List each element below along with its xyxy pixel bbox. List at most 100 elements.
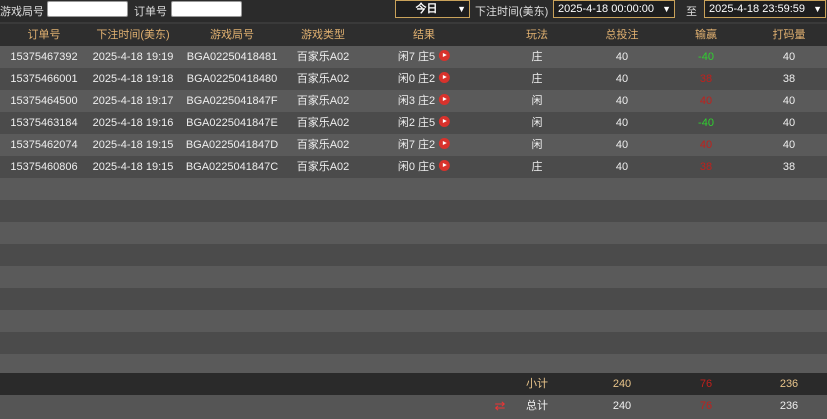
total-row: ⇄ 总计 240 76 236 — [0, 395, 827, 419]
cell-round: BGA0225041847F — [186, 90, 277, 112]
cell-game: 百家乐A02 — [297, 112, 350, 134]
total-win: 76 — [699, 400, 713, 412]
total-valid: 236 — [779, 400, 799, 412]
result-text: 闲3 庄2 — [397, 95, 436, 107]
bet-text: 40 — [615, 73, 629, 85]
subtotal-valid: 236 — [779, 378, 799, 390]
order-text: 15375464500 — [10, 95, 78, 107]
empty-row — [0, 288, 827, 310]
cell-round: BGA02250418480 — [187, 68, 278, 90]
cell-win: 38 — [700, 68, 712, 90]
valid-text: 38 — [782, 73, 796, 85]
table-row: 15375462074 2025-4-18 19:15 BGA0225041847D… — [0, 134, 827, 156]
round-input[interactable] — [47, 1, 128, 17]
chevron-down-icon: ▼ — [813, 4, 822, 14]
chevron-down-icon: ▼ — [457, 4, 466, 14]
cell-valid: 38 — [783, 156, 795, 178]
cell-result: 闲2 庄5 — [398, 112, 451, 134]
period-select[interactable]: 今日 ▼ — [395, 0, 470, 18]
start-time-select[interactable]: 2025-4-18 00:00:00 ▼ — [553, 0, 675, 18]
cell-game: 百家乐A02 — [297, 90, 350, 112]
column-header-round: 游戏局号 — [210, 29, 254, 41]
play-text: 闲 — [531, 95, 543, 107]
cell-valid: 40 — [783, 46, 795, 68]
cell-order: 15375464500 — [10, 90, 77, 112]
table-row: 15375467392 2025-4-18 19:19 BGA02250418481… — [0, 46, 827, 68]
round-text: BGA0225041847D — [185, 139, 279, 151]
column-header-win: 输赢 — [695, 29, 717, 41]
refresh-icon[interactable]: ⇄ — [494, 398, 506, 413]
table-row: 15375466001 2025-4-18 19:18 BGA02250418480… — [0, 68, 827, 90]
win-text: -40 — [698, 117, 714, 129]
cell-play: 庄 — [532, 46, 543, 68]
round-text: BGA0225041847C — [185, 161, 279, 173]
end-time-select[interactable]: 2025-4-18 23:59:59 ▼ — [704, 0, 826, 18]
column-header-game: 游戏类型 — [301, 29, 345, 41]
subtotal-row: 小计 240 76 236 — [0, 373, 827, 395]
empty-row — [0, 178, 827, 200]
play-replay-icon[interactable] — [439, 50, 451, 61]
play-replay-icon[interactable] — [439, 72, 451, 83]
bet-text: 40 — [615, 117, 629, 129]
cell-bet: 40 — [616, 90, 628, 112]
to-label: 至 — [686, 6, 697, 18]
win-text: 38 — [699, 73, 713, 85]
win-text: 38 — [699, 161, 713, 173]
table-row: 15375460806 2025-4-18 19:15 BGA0225041847C… — [0, 156, 827, 178]
valid-text: 40 — [782, 139, 796, 151]
cell-round: BGA0225041847C — [186, 156, 278, 178]
valid-text: 40 — [782, 117, 796, 129]
column-header-result: 结果 — [413, 29, 435, 41]
valid-text: 38 — [782, 161, 796, 173]
column-header-order: 订单号 — [27, 29, 61, 41]
cell-round: BGA02250418481 — [187, 46, 278, 68]
cell-bet: 40 — [616, 46, 628, 68]
order-text: 15375466001 — [10, 73, 78, 85]
result-text: 闲0 庄6 — [397, 161, 436, 173]
time-text: 2025-4-18 19:19 — [92, 51, 174, 63]
cell-play: 庄 — [532, 68, 543, 90]
play-text: 庄 — [531, 73, 543, 85]
bet-text: 40 — [615, 95, 629, 107]
play-replay-icon[interactable] — [439, 160, 451, 171]
cell-time: 2025-4-18 19:19 — [93, 46, 174, 68]
bet-text: 40 — [615, 51, 629, 63]
game-text: 百家乐A02 — [296, 73, 350, 85]
cell-win: 40 — [700, 90, 712, 112]
valid-text: 40 — [782, 95, 796, 107]
play-text: 庄 — [531, 51, 543, 63]
play-text: 闲 — [531, 117, 543, 129]
order-text: 15375463184 — [10, 117, 78, 129]
game-text: 百家乐A02 — [296, 51, 350, 63]
cell-bet: 40 — [616, 134, 628, 156]
empty-row — [0, 332, 827, 354]
play-replay-icon[interactable] — [439, 94, 451, 105]
column-header-play: 玩法 — [526, 29, 548, 41]
cell-play: 闲 — [532, 112, 543, 134]
time-text: 2025-4-18 19:17 — [92, 95, 174, 107]
play-replay-icon[interactable] — [439, 138, 451, 149]
cell-game: 百家乐A02 — [297, 46, 350, 68]
order-input[interactable] — [171, 1, 242, 17]
cell-game: 百家乐A02 — [297, 156, 350, 178]
cell-time: 2025-4-18 19:16 — [93, 112, 174, 134]
subtotal-win: 76 — [699, 378, 713, 390]
cell-play: 闲 — [532, 134, 543, 156]
table-header: 订单号 下注时间(美东) 游戏局号 游戏类型 结果 玩法 总投注 输赢 打码量 — [0, 24, 827, 46]
order-text: 15375460806 — [10, 161, 78, 173]
cell-order: 15375463184 — [10, 112, 77, 134]
cell-bet: 40 — [616, 156, 628, 178]
table-row: 15375463184 2025-4-18 19:16 BGA0225041847E… — [0, 112, 827, 134]
empty-row — [0, 310, 827, 332]
cell-game: 百家乐A02 — [297, 134, 350, 156]
game-text: 百家乐A02 — [296, 95, 350, 107]
play-text: 闲 — [531, 139, 543, 151]
column-header-time: 下注时间(美东) — [96, 29, 170, 41]
bet-text: 40 — [615, 139, 629, 151]
cell-time: 2025-4-18 19:15 — [93, 134, 174, 156]
play-replay-icon[interactable] — [439, 116, 451, 127]
empty-row — [0, 266, 827, 288]
cell-time: 2025-4-18 19:18 — [93, 68, 174, 90]
cell-play: 庄 — [532, 156, 543, 178]
win-text: 40 — [699, 95, 713, 107]
